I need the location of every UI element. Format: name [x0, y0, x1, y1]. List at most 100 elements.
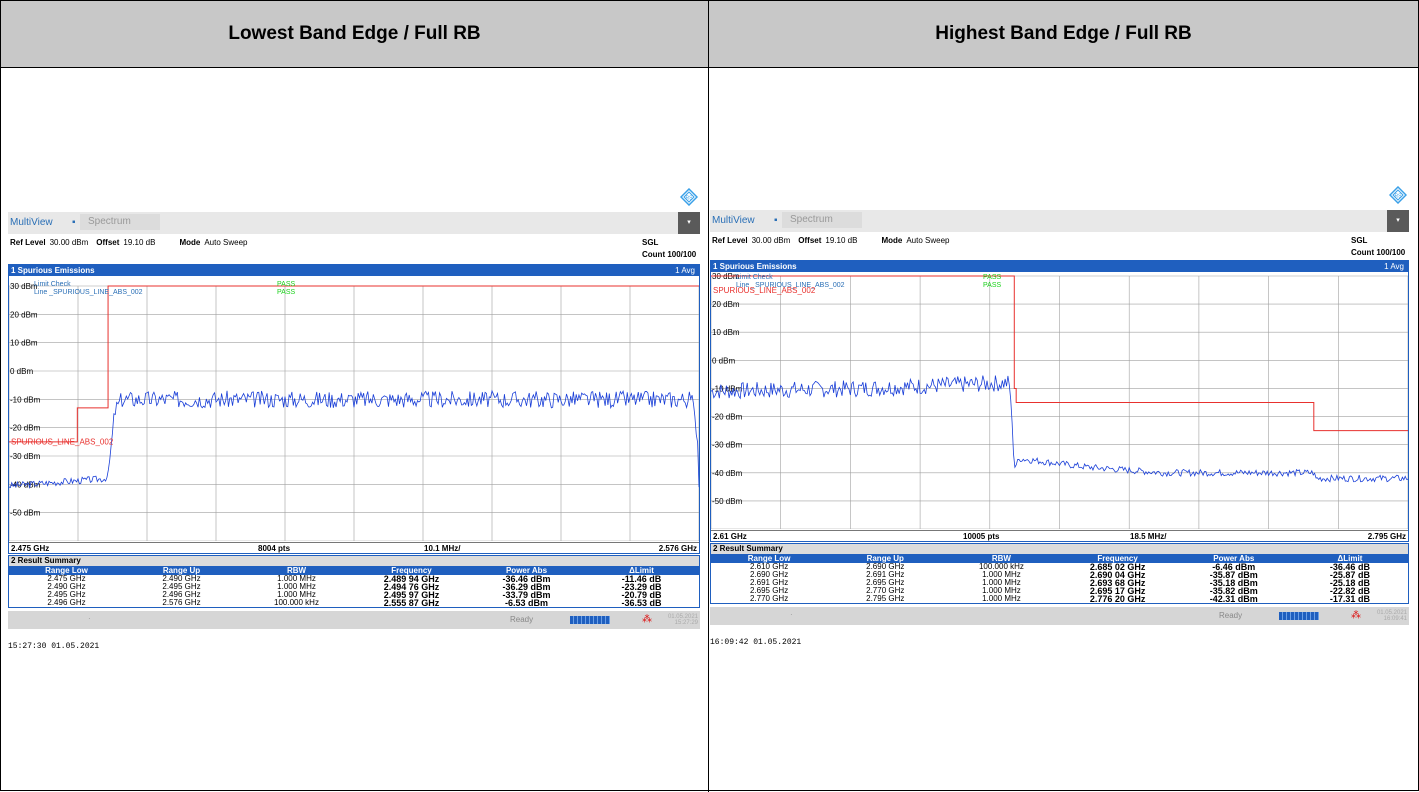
- table-row: 2.475 GHz 2.490 GHz 1.000 MHz 2.489 94 GHz -…: [9, 574, 699, 584]
- network-icon[interactable]: ⁂: [642, 614, 652, 625]
- rohde-schwarz-logo-icon: RS: [679, 187, 699, 207]
- y-tick-label: -30 dBm: [712, 441, 743, 450]
- analyzer-screenshot: RS MultiView ▪ Spectrum ▾ Ref Level 30.00 dBm O…: [8, 187, 702, 688]
- table-cell: -23.29 dB: [621, 582, 662, 592]
- table-cell: 2.693 68 GHz: [1089, 578, 1146, 588]
- network-icon[interactable]: ⁂: [1351, 610, 1361, 621]
- sgl-label: SGL: [642, 238, 659, 247]
- column-header: ΔLimit: [629, 566, 654, 575]
- limit-line-tag: SPURIOUS_LINE_ABS_002: [11, 438, 114, 447]
- svg-text:RS: RS: [686, 196, 694, 202]
- table-cell: -35.87 dBm: [1209, 570, 1258, 580]
- table-cell: 1.000 MHz: [982, 586, 1021, 595]
- table-cell: -33.79 dBm: [502, 590, 551, 600]
- table-cell: 1.000 MHz: [277, 590, 316, 599]
- sweep-count: Count 100/100: [642, 250, 697, 259]
- ref-level-value: 30.00 dBm: [751, 236, 791, 245]
- table-cell: 2.695 17 GHz: [1089, 586, 1146, 596]
- multiview-tab[interactable]: MultiView: [712, 215, 755, 226]
- table-cell: -22.82 dB: [1329, 586, 1370, 596]
- table-row: 2.691 GHz 2.695 GHz 1.000 MHz 2.693 68 GHz -…: [711, 578, 1408, 588]
- table-cell: 1.000 MHz: [277, 574, 316, 583]
- span-per-div: 18.5 MHz/: [1130, 532, 1167, 541]
- table-row: 2.496 GHz 2.576 GHz 100.000 kHz 2.555 87 GH…: [9, 598, 699, 608]
- table-cell: 2.690 04 GHz: [1089, 570, 1146, 580]
- table-cell: 2.776 20 GHz: [1089, 594, 1146, 604]
- y-tick-label: 10 dBm: [10, 339, 38, 348]
- table-cell: -35.82 dBm: [1209, 586, 1258, 596]
- limit-line: [9, 285, 699, 443]
- table-cell: 2.691 GHz: [866, 570, 905, 579]
- mode-value: Auto Sweep: [204, 238, 248, 247]
- y-tick-label: 30 dBm: [10, 282, 38, 291]
- table-cell: -6.46 dBm: [1212, 562, 1256, 572]
- table-row: 2.690 GHz 2.691 GHz 1.000 MHz 2.690 04 GHz -…: [711, 570, 1408, 580]
- table-cell: 2.490 GHz: [162, 574, 201, 583]
- column-header: Frequency: [391, 566, 432, 575]
- table-cell: 2.495 GHz: [47, 590, 86, 599]
- multiview-tab[interactable]: MultiView: [10, 217, 53, 228]
- ref-level-label: Ref Level: [712, 236, 748, 245]
- table-row: 2.490 GHz 2.495 GHz 1.000 MHz 2.494 76 GHz -…: [9, 582, 699, 592]
- analyzer-screenshot: RS MultiView ▪ Spectrum ▾ Ref Level 30.00 dBm O…: [710, 185, 1409, 686]
- x-stop-label: 2.576 GHz: [658, 544, 697, 553]
- sgl-label: SGL: [1351, 236, 1368, 245]
- result-column-headers: Range Low Range Up RBW Frequency Power Abs ΔL…: [9, 566, 699, 575]
- header-left: Lowest Band Edge / Full RB: [1, 1, 708, 68]
- y-tick-label: -50 dBm: [712, 497, 743, 506]
- dropdown-arrow-icon[interactable]: ▾: [678, 212, 700, 234]
- x-axis-bar: 2.475 GHz 8004 pts 10.1 MHz/2.576 GHz: [9, 542, 699, 553]
- table-cell: 2.695 GHz: [866, 578, 905, 587]
- column-header: Power Abs: [1213, 554, 1255, 563]
- table-cell: -11.46 dB: [621, 574, 662, 584]
- limit-line-label: Line _SPURIOUS_LINE_ABS_002: [34, 289, 143, 296]
- status-bar: · Ready ⁂ 01.05.2021 16:09:41: [710, 607, 1409, 625]
- trace-window[interactable]: 1 Spurious Emissions 1 Avg 30 dBm 20 dBm 10 …: [8, 264, 700, 554]
- avg-label: 1 Avg: [675, 266, 695, 275]
- dropdown-arrow-icon[interactable]: ▾: [1387, 210, 1409, 232]
- ready-status: Ready: [510, 615, 534, 624]
- x-axis-bar: 2.61 GHz 10005 pts 18.5 MHz/2.795 GHz: [711, 530, 1408, 541]
- multiview-indicator: ▪: [72, 217, 76, 228]
- table-cell: 2.489 94 GHz: [383, 574, 440, 584]
- trace-title-bar: 1 Spurious Emissions 1 Avg: [9, 265, 699, 276]
- table-cell: -36.53 dB: [621, 598, 662, 608]
- status-date: 01.05.2021: [1376, 610, 1407, 616]
- limit-check-pass: PASS: [277, 281, 295, 288]
- table-cell: 2.495 GHz: [162, 582, 201, 591]
- table-cell: -20.79 dB: [621, 590, 662, 600]
- ref-level-label: Ref Level: [10, 238, 46, 247]
- y-tick-label: -40 dBm: [712, 469, 743, 478]
- multiview-indicator: ▪: [774, 215, 778, 226]
- result-summary: 2 Result Summary Range Low Range Up RBW Freq…: [8, 555, 700, 608]
- limit-check-label: Limit Check: [34, 281, 71, 288]
- ready-status: Ready: [1219, 611, 1243, 620]
- table-cell: 2.690 GHz: [749, 570, 789, 579]
- limit-check-pass: PASS: [983, 274, 1001, 281]
- x-start-label: 2.475 GHz: [11, 544, 50, 553]
- status-datetime: 01.05.2021 15:27:29: [660, 614, 698, 626]
- spectrum-tab[interactable]: Spectrum: [782, 212, 862, 228]
- status-time: 16:09:41: [1383, 616, 1407, 622]
- offset-value: 19.10 dB: [123, 238, 156, 247]
- table-cell: 100.000 kHz: [274, 598, 319, 607]
- table-cell: 2.691 GHz: [749, 578, 789, 587]
- column-header: RBW: [991, 554, 1011, 563]
- trace-title: 1 Spurious Emissions: [713, 262, 797, 271]
- result-column-headers: Range Low Range Up RBW Frequency Power Abs ΔL…: [711, 554, 1408, 563]
- table-cell: 1.000 MHz: [982, 578, 1021, 587]
- limit-line-label: Line _SPURIOUS_LINE_ABS_002: [736, 282, 845, 289]
- status-separator: ·: [790, 610, 793, 619]
- x-start-label: 2.61 GHz: [713, 532, 747, 541]
- svg-text:RS: RS: [1395, 194, 1403, 200]
- table-cell: 2.495 97 GHz: [383, 590, 440, 600]
- column-header: ΔLimit: [1337, 554, 1363, 563]
- status-date: 01.05.2021: [667, 614, 698, 620]
- trace-window[interactable]: 1 Spurious Emissions 1 Avg 30 dBm 20 dBm 10 …: [710, 260, 1409, 542]
- measurement-settings: Ref Level 30.00 dBm Offset 19.10 dB Mode Auto…: [10, 238, 702, 262]
- trace-title-bar: 1 Spurious Emissions 1 Avg: [711, 261, 1408, 272]
- result-summary-title: 2 Result Summary: [711, 544, 1408, 554]
- spectrum-tab[interactable]: Spectrum: [80, 214, 160, 230]
- capture-timestamp: 16:09:42 01.05.2021: [710, 638, 802, 647]
- table-cell: 100.000 kHz: [978, 562, 1024, 571]
